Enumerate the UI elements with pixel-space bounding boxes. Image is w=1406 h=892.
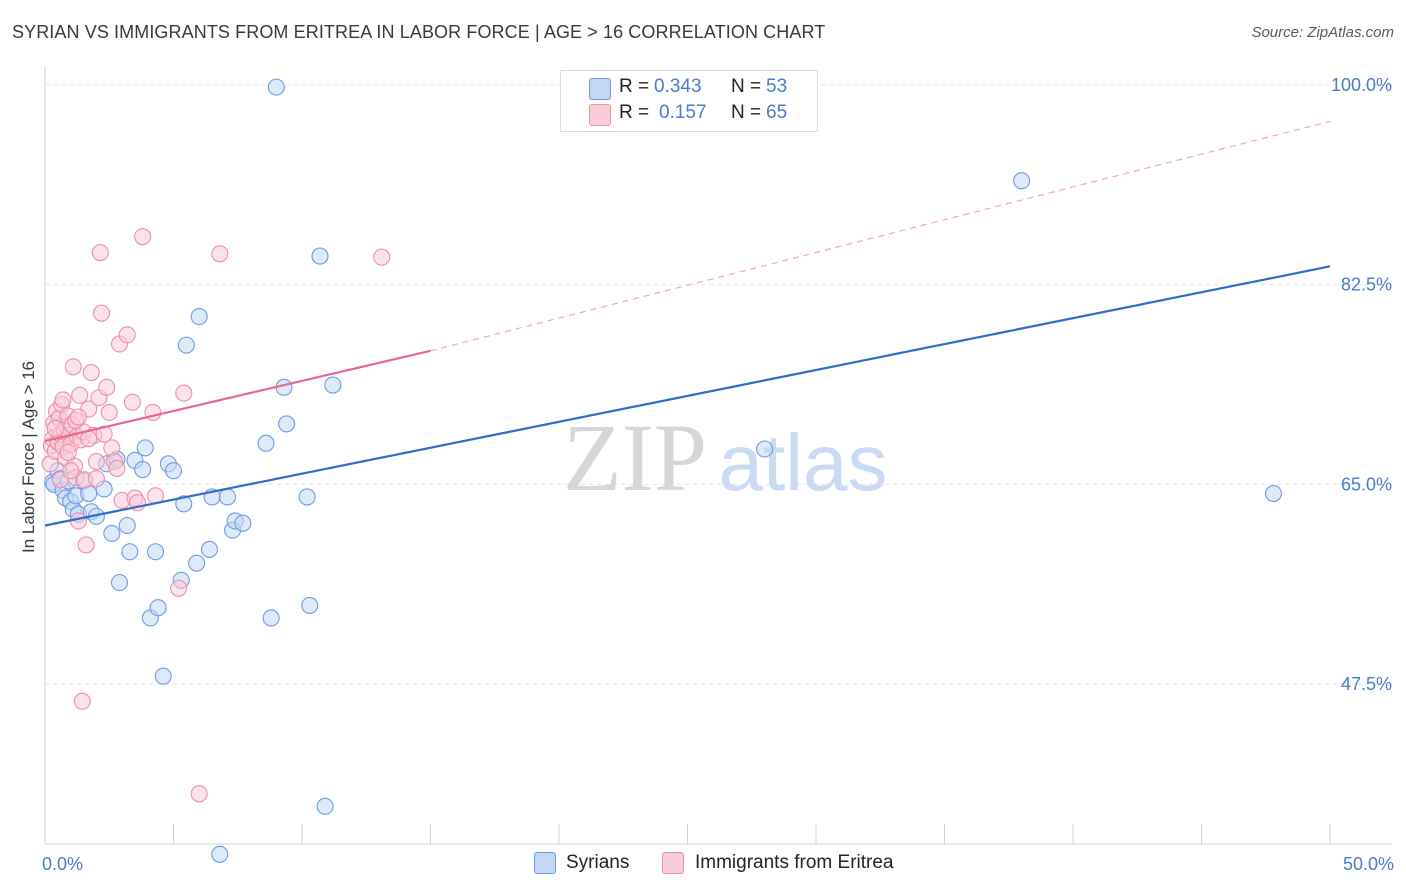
x-tick-label: 0.0% xyxy=(42,854,83,874)
syrians-point xyxy=(1013,172,1031,190)
syrians-point xyxy=(1264,484,1283,503)
bottom-legend-eritrea: Immigrants from Eritrea xyxy=(695,852,894,873)
syrians-point xyxy=(118,516,136,535)
eritrea-point xyxy=(87,453,105,471)
eritrea-point xyxy=(123,393,141,411)
chart-title: SYRIAN VS IMMIGRANTS FROM ERITREA IN LAB… xyxy=(12,22,826,42)
syrians-point xyxy=(200,540,219,559)
eritrea-point xyxy=(87,470,105,488)
legend-n-label: N = xyxy=(731,76,762,97)
legend-swatch-syrians xyxy=(589,78,611,100)
legend-r-value: 0.157 xyxy=(659,102,707,123)
syrians-point xyxy=(211,845,229,863)
y-tick-label: 82.5% xyxy=(1341,275,1392,295)
syrians-point xyxy=(301,596,319,614)
eritrea-point xyxy=(59,443,77,461)
legend-r-label: R = xyxy=(619,102,650,123)
syrians-point xyxy=(267,78,285,96)
eritrea-trend-line xyxy=(44,349,431,443)
eritrea-point xyxy=(373,248,391,266)
eritrea-point xyxy=(134,228,152,246)
eritrea-trend-extension xyxy=(430,120,1331,352)
eritrea-point xyxy=(91,244,109,262)
axes xyxy=(44,66,1392,845)
watermark-atlas: atlas xyxy=(719,418,888,507)
y-tick-label: 100.0% xyxy=(1331,75,1392,95)
syrians-point xyxy=(234,514,252,532)
bottom-legend-syrians: Syrians xyxy=(566,852,630,873)
syrians-point xyxy=(103,524,121,543)
legend-n-value: 65 xyxy=(766,102,788,123)
correlation-legend: R = 0.343 N = 53 R = 0.157 N = 65 xyxy=(560,70,818,132)
syrians-point xyxy=(190,308,208,326)
syrians-point xyxy=(177,336,195,354)
syrians-point xyxy=(257,434,275,452)
syrians-trend-line xyxy=(44,265,1331,527)
eritrea-point xyxy=(211,245,229,263)
legend-r-value: 0.343 xyxy=(654,76,702,97)
syrians-point xyxy=(175,495,193,513)
syrians-point xyxy=(262,609,280,627)
y-tick-labels: 100.0% 82.5% 65.0% 47.5% xyxy=(1331,75,1392,694)
syrians-point xyxy=(324,376,342,394)
syrians-point xyxy=(164,462,183,480)
legend-r-label: R = xyxy=(619,76,650,97)
syrians-point xyxy=(154,667,172,685)
trend-lines xyxy=(44,120,1331,527)
eritrea-point xyxy=(77,536,95,554)
eritrea-point xyxy=(92,304,111,322)
y-axis-label: In Labor Force | Age > 16 xyxy=(19,361,38,553)
y-tick-label: 47.5% xyxy=(1341,674,1392,694)
syrians-point xyxy=(136,439,154,457)
syrians-point xyxy=(298,488,316,506)
syrians-point xyxy=(756,440,774,458)
syrians-point xyxy=(146,543,165,561)
legend-n-label: N = xyxy=(731,102,762,123)
syrians-point xyxy=(311,247,329,265)
syrians-point xyxy=(110,574,129,592)
eritrea-point xyxy=(62,462,80,480)
bottom-legend-swatch-eritrea xyxy=(662,852,684,874)
eritrea-point xyxy=(108,459,126,477)
eritrea-point xyxy=(46,419,64,438)
syrians-point xyxy=(149,599,167,617)
syrians-point xyxy=(121,543,139,561)
eritrea-point xyxy=(118,326,136,344)
syrians-point xyxy=(278,415,296,433)
eritrea-point xyxy=(73,692,91,710)
eritrea-point xyxy=(54,391,72,409)
eritrea-point xyxy=(69,408,87,426)
bottom-legend-swatch-syrians xyxy=(534,852,556,874)
eritrea-point xyxy=(100,403,118,422)
eritrea-point xyxy=(190,785,208,803)
chart-source: Source: ZipAtlas.com xyxy=(1251,24,1394,41)
syrians-point xyxy=(218,488,237,506)
grid-lines xyxy=(45,84,1392,685)
legend-swatch-eritrea xyxy=(589,104,611,126)
eritrea-point xyxy=(71,386,89,404)
syrians-point xyxy=(316,797,334,815)
eritrea-point xyxy=(170,579,188,597)
legend-n-value: 53 xyxy=(766,76,788,97)
syrians-point xyxy=(134,461,152,479)
watermark-zip: ZIP xyxy=(563,404,707,511)
eritrea-point xyxy=(98,378,116,396)
syrians-point xyxy=(188,554,206,572)
eritrea-point xyxy=(64,358,82,376)
y-tick-label: 65.0% xyxy=(1341,474,1392,494)
eritrea-point xyxy=(82,363,100,382)
x-tick-labels: 0.0% 50.0% xyxy=(42,854,1394,874)
x-tick-label: 50.0% xyxy=(1343,854,1394,874)
eritrea-point xyxy=(175,384,193,402)
watermark: ZIP atlas xyxy=(563,404,887,511)
